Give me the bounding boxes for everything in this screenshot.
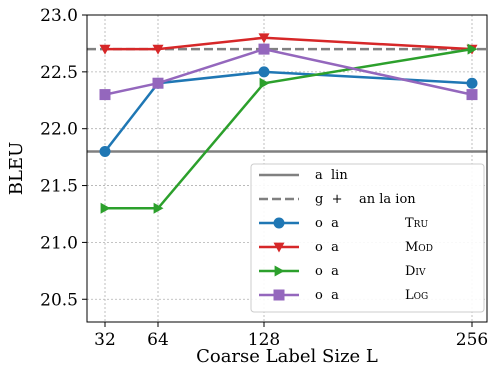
legend: a lin g + an la ion o a Tru o a Mod o a Div o a L… [250,163,485,313]
series-mod [99,33,478,55]
legend-label: o a [315,288,339,303]
data-point [273,289,285,301]
y-tick-label: 23.0 [40,6,78,26]
data-point [153,202,164,214]
series-lines [99,33,478,214]
series-log [99,43,478,101]
y-tick-label: 21.5 [40,177,78,197]
legend-suffix: Tru [405,216,428,231]
y-axis-label: BLEU [6,142,27,196]
data-point [466,77,478,89]
legend-box [250,163,485,313]
series-line [104,47,473,96]
y-tick-label: 22.5 [40,63,78,83]
legend-label: a lin [315,168,348,183]
legend-suffix: Div [405,264,426,279]
x-tick-label: 256 [456,330,488,350]
data-point [100,202,111,214]
plot-frame [86,14,488,323]
x-tick-label: 128 [248,330,280,350]
data-point [152,77,164,89]
x-tick-label: 32 [94,330,116,350]
data-point [259,77,270,89]
reference-lines [87,47,487,153]
x-axis-label: Coarse Label Size L [196,346,378,367]
data-point [99,145,111,157]
data-point [258,43,270,55]
x-tick-label: 64 [147,330,169,350]
data-point [99,44,111,55]
series-line [105,36,473,51]
series-div [100,43,478,214]
legend-label: g + an la ion [315,192,416,207]
legend-suffix: Log [405,288,428,303]
data-point [99,89,111,101]
data-point [467,43,478,55]
series-line [104,70,473,153]
x-axis-ticks: 32 64 128 256 [94,322,488,350]
legend-label: o a [315,240,339,255]
data-point [258,66,270,78]
data-point [273,217,285,229]
y-tick-label: 22.0 [40,120,78,140]
series-line [105,47,473,210]
data-point [274,265,285,277]
y-tick-label: 21.0 [40,233,78,253]
data-point [152,44,164,55]
y-axis-ticks: 20.5 21.0 21.5 22.0 22.5 23.0 [40,6,87,310]
legend-label: o a [315,264,339,279]
legend-label: o a [315,216,339,231]
data-point [273,242,285,253]
data-point [258,33,270,44]
y-tick-label: 20.5 [40,290,78,310]
data-point [466,89,478,101]
legend-suffix: Mod [405,240,433,255]
